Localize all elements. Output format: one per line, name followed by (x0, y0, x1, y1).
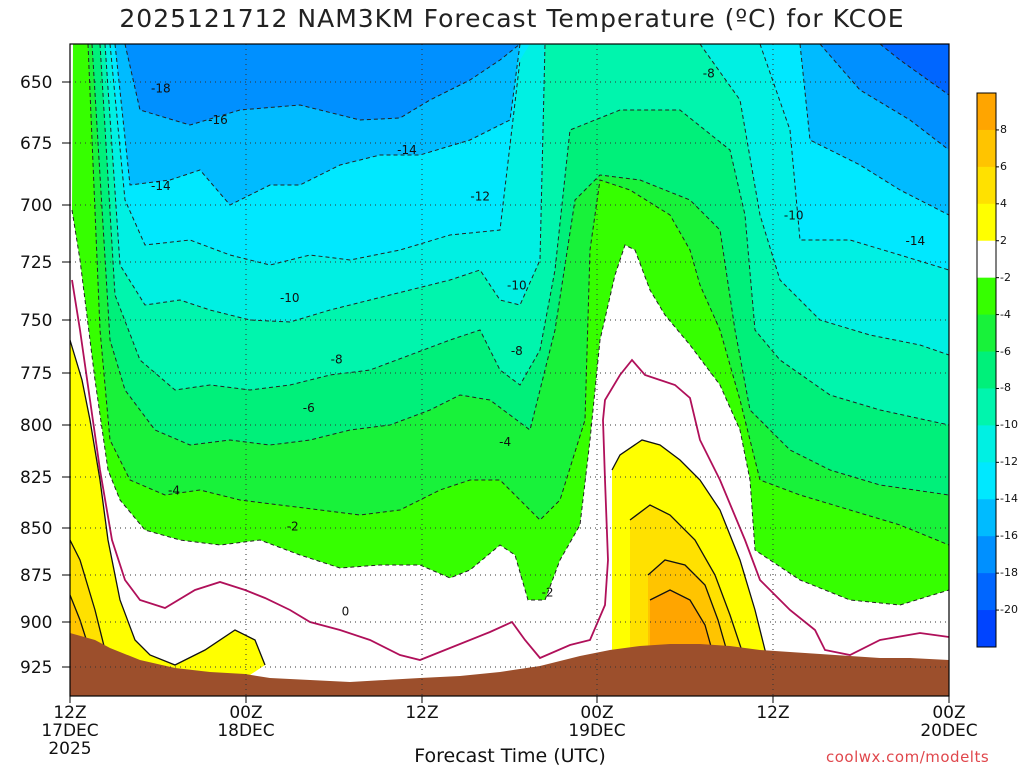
colorbar-swatch (977, 93, 996, 131)
colorbar-swatch (977, 388, 996, 426)
freezing-line (71, 279, 949, 661)
contour-label: -8 (331, 352, 343, 366)
colorbar-swatch (977, 573, 996, 611)
colorbar-swatch (977, 499, 996, 537)
plot-frame (69, 43, 950, 697)
y-tick-label: 775 (20, 364, 53, 384)
x-tick-label: 00Z 20DEC (920, 703, 978, 741)
contour-label: -14 (906, 234, 926, 248)
x-tick-label: 12Z (756, 703, 790, 723)
page-title: 2025121712 NAM3KM Forecast Temperature (… (119, 4, 905, 33)
colorbar-label: -4 (1000, 307, 1011, 321)
plot-area: -18 -16 -14 -14 -12 -10 -10 -8 -8 -8 -6 -4 -4 -2 -2 0 -1… (70, 44, 949, 696)
y-tick-label: 900 (20, 613, 53, 633)
colorbar-swatch (977, 240, 996, 279)
colorbar-label: -20 (1000, 603, 1018, 617)
colorbar-swatch (977, 536, 996, 574)
colorbar-label: 2 (1000, 233, 1007, 247)
x-tick-label: 00Z 18DEC (217, 703, 275, 741)
x-tick-label: 00Z 19DEC (568, 703, 626, 741)
x-axis-title: Forecast Time (UTC) (414, 745, 606, 767)
credit-link[interactable]: coolwx.com/modelts (826, 748, 990, 766)
colorbar-swatch (977, 277, 996, 316)
colorbar-swatch (977, 166, 996, 205)
colorbar-swatch (977, 129, 996, 168)
y-tick-label: 725 (20, 253, 53, 273)
tick-marks (62, 81, 950, 703)
contour-label: -18 (151, 81, 171, 95)
colorbar-swatch (977, 462, 996, 500)
colorbar-label: 4 (1000, 196, 1007, 210)
contour-label: -4 (499, 435, 511, 449)
colorbar-swatch (977, 610, 996, 648)
gridlines (70, 44, 949, 696)
y-tick-label: 825 (20, 468, 53, 488)
contour-label: -6 (303, 401, 315, 415)
contour-label: -10 (784, 208, 804, 222)
x-tick-label: 12Z (405, 703, 439, 723)
contour-label: 0 (342, 604, 350, 618)
colorbar-label: 8 (1000, 122, 1007, 136)
colorbar-label: -12 (1000, 455, 1018, 469)
x-tick-label: 12Z 17DEC 2025 (41, 703, 99, 759)
y-tick-label: 650 (20, 73, 53, 93)
colorbar-swatch (977, 425, 996, 463)
contour-label: -14 (151, 179, 171, 193)
y-tick-label: 925 (20, 658, 53, 678)
colorbar-label: -6 (1000, 344, 1011, 358)
y-tick-label: 700 (20, 196, 53, 216)
contour-label: -2 (287, 520, 299, 534)
contour-label: -14 (397, 143, 417, 157)
y-tick-label: 875 (20, 566, 53, 586)
band-plus8 (650, 590, 712, 655)
colorbar-label: -10 (1000, 418, 1018, 432)
colorbar-label: -2 (1000, 270, 1011, 284)
colorbar-label: -14 (1000, 492, 1018, 506)
colorbar-swatch (977, 314, 996, 353)
contour-label: -8 (511, 344, 523, 358)
contour-labels: -18 -16 -14 -14 -12 -10 -10 -8 -8 -8 -6 -4 -4 -2 -2 0 -1… (151, 67, 926, 619)
colorbar-swatch (977, 203, 996, 242)
colorbar-label: 6 (1000, 159, 1007, 173)
contour-label: -10 (280, 291, 300, 305)
colorbar-label: -8 (1000, 381, 1011, 395)
positive-isotherms (70, 339, 771, 666)
y-tick-label: 850 (20, 519, 53, 539)
contour-label: -8 (703, 67, 715, 81)
terrain (70, 633, 949, 696)
contour-label: -2 (542, 585, 554, 599)
colorbar (976, 92, 999, 648)
colorbar-label: -18 (1000, 566, 1018, 580)
y-tick-label: 800 (20, 416, 53, 436)
y-tick-label: 750 (20, 311, 53, 331)
colorbar-swatch (977, 351, 996, 389)
isotherm-lines (71, 44, 949, 606)
contour-label: -10 (507, 278, 527, 292)
contour-label: -12 (470, 189, 490, 203)
y-tick-label: 675 (20, 134, 53, 154)
colorbar-frame (976, 92, 997, 648)
contour-label: -16 (208, 113, 228, 127)
contour-label: -4 (168, 484, 180, 498)
colorbar-label: -16 (1000, 529, 1018, 543)
